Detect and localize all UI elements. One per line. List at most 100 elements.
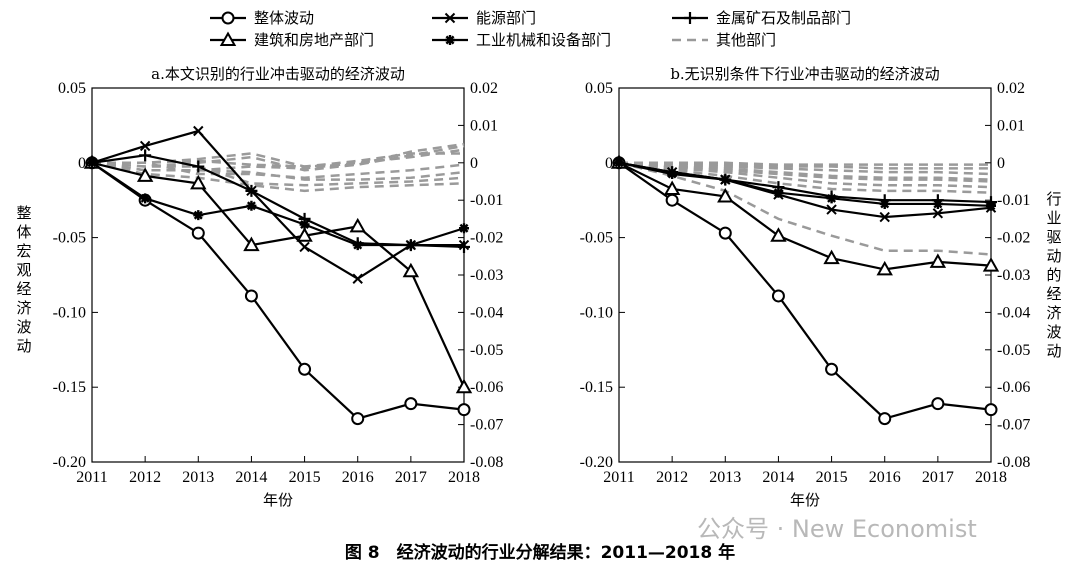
right-tick-label: -0.08 — [470, 454, 503, 471]
series-point-circle — [457, 403, 471, 417]
left-tick-label: 0.05 — [585, 80, 613, 97]
panel-b-title: b.无识别条件下行业冲击驱动的经济波动 — [670, 65, 939, 83]
other-sector-line — [618, 161, 992, 189]
legend-item: 其他部门 — [672, 31, 776, 49]
legend-item: 能源部门 — [432, 9, 536, 27]
series-point-triangle — [663, 180, 681, 195]
x-tick-label: 2018 — [975, 469, 1007, 486]
panel-b-x-axis-label: 年份 — [790, 491, 820, 509]
legend-marker — [684, 12, 696, 24]
left-tick-label: -0.10 — [53, 304, 86, 321]
axis-label-char: 体 — [16, 223, 31, 241]
series-point-triangle — [136, 167, 154, 182]
right-tick-label: -0.04 — [470, 304, 503, 321]
right-tick-label: -0.07 — [997, 417, 1030, 434]
x-tick-label: 2018 — [448, 469, 480, 486]
right-tick-label: 0.02 — [470, 80, 498, 97]
series-point-asterisk-core — [142, 195, 149, 202]
right-tick-label: -0.03 — [470, 267, 503, 284]
other-sector-line — [618, 161, 992, 176]
legend-item: 金属矿石及制品部门 — [672, 9, 851, 27]
series-point-circle — [244, 289, 258, 303]
axis-label-char: 动 — [1046, 247, 1061, 265]
left-tick-label: -0.05 — [580, 230, 613, 247]
left-tick-label: -0.20 — [53, 454, 86, 471]
series-point-asterisk-core — [195, 212, 202, 219]
legend-marker-core — [447, 37, 453, 43]
series-point-asterisk-core — [89, 159, 95, 166]
legend-item: 工业机械和设备部门 — [432, 31, 611, 49]
series-point-x — [193, 125, 204, 137]
series-point-asterisk-core — [669, 171, 676, 178]
x-tick-label: 2015 — [816, 469, 848, 486]
right-tick-label: -0.03 — [997, 267, 1030, 284]
series-point-asterisk-core — [248, 202, 255, 209]
x-tick-label: 2016 — [342, 469, 374, 486]
series-point-plus — [245, 184, 258, 197]
right-tick-label: -0.04 — [997, 304, 1030, 321]
right-tick-label: -0.02 — [997, 230, 1030, 247]
x-tick-label: 2011 — [76, 469, 107, 486]
legend-item: 整体波动 — [210, 9, 314, 27]
series-point-circle — [771, 289, 785, 303]
series-point-plus — [458, 240, 470, 253]
series-point-asterisk-core — [828, 195, 835, 202]
x-tick-label: 2013 — [709, 469, 741, 486]
series-point-asterisk-core — [616, 159, 622, 166]
series-point-x — [879, 211, 890, 223]
series-point-asterisk-core — [354, 242, 361, 249]
legend-label: 整体波动 — [254, 9, 314, 27]
series-point-triangle — [717, 187, 734, 203]
right-tick-label: -0.01 — [470, 192, 503, 209]
other-sector-line — [618, 161, 992, 183]
series-point-x — [826, 204, 837, 215]
series-point-circle — [718, 226, 732, 240]
right-tick-label: 0 — [997, 155, 1005, 172]
series-point-triangle — [296, 227, 313, 242]
panel-a: a.本文识别的行业冲击驱动的经济波动 0.05 0 -0.05 -0.10 -0.15 -… — [53, 65, 504, 486]
series-point-circle — [298, 362, 312, 376]
right-tick-label: -0.08 — [997, 454, 1030, 471]
series-point-triangle — [402, 262, 420, 278]
series-line-plus — [618, 161, 992, 204]
series-point-asterisk-core — [775, 189, 782, 196]
series-point-triangle — [349, 217, 366, 233]
series-point-circle — [665, 193, 679, 207]
other-sector-line — [618, 161, 992, 194]
right-tick-label: -0.02 — [470, 230, 503, 247]
panel-a-x-axis-label: 年份 — [263, 491, 293, 509]
other-sector-line — [91, 161, 465, 187]
axis-label-char: 宏 — [16, 242, 31, 260]
series-point-triangle — [455, 378, 473, 394]
series-point-triangle — [982, 257, 1000, 272]
right-tick-label: -0.05 — [470, 342, 503, 359]
left-tick-label: -0.10 — [580, 304, 613, 321]
axis-label-char: 波 — [16, 318, 31, 336]
other-sector-line — [91, 161, 465, 181]
left-tick-label: -0.05 — [53, 230, 86, 247]
series-point-x — [932, 208, 944, 219]
series-point-triangle — [823, 249, 840, 265]
legend-label: 工业机械和设备部门 — [476, 31, 611, 49]
series-point-asterisk-core — [461, 225, 467, 232]
legend-label: 建筑和房地产部门 — [254, 31, 374, 49]
series-line-x — [91, 129, 464, 281]
figure-caption: 图 8 经济波动的行业分解结果：2011—2018 年 — [345, 542, 735, 563]
axis-label-char: 经 — [1046, 285, 1061, 303]
series-point-x — [139, 140, 151, 152]
series-point-plus — [139, 149, 152, 162]
axis-label-char: 整 — [16, 204, 31, 222]
left-tick-label: 0.05 — [58, 80, 86, 97]
series-point-triangle — [243, 236, 260, 252]
x-tick-label: 2017 — [395, 469, 427, 486]
series-line-circle — [91, 161, 465, 420]
panel-b: b.无识别条件下行业冲击驱动的经济波动 0.05 0 -0.05 -0.10 -0.15… — [580, 65, 1031, 486]
x-tick-label: 2015 — [289, 469, 321, 486]
series-point-x — [352, 273, 363, 284]
x-tick-label: 2017 — [922, 469, 954, 486]
series-point-asterisk-core — [934, 200, 941, 207]
